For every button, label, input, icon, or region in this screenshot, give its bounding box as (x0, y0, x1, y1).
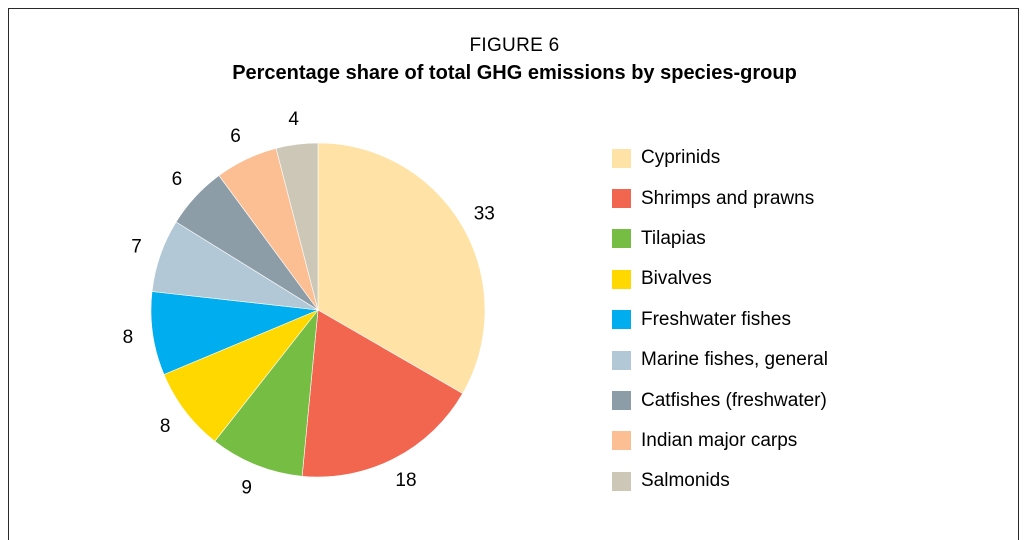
data-label-salmonids: 4 (288, 109, 299, 130)
legend-item-catfishes-freshwater: Catfishes (freshwater) (612, 380, 828, 420)
legend-label: Catfishes (freshwater) (641, 389, 827, 411)
slice-tilapias (214, 309, 319, 477)
figure-frame (8, 8, 1019, 540)
slice-shrimps-and-prawns (301, 309, 464, 478)
legend-item-cyprinids: Cyprinids (612, 138, 828, 178)
legend-item-marine-fishes-general: Marine fishes, general (612, 340, 828, 380)
data-label-cyprinids: 33 (474, 204, 495, 225)
slice-cyprinids (317, 142, 486, 394)
legend-swatch (612, 350, 631, 370)
legend-label: Shrimps and prawns (641, 187, 815, 209)
legend-item-freshwater-fishes: Freshwater fishes (612, 300, 828, 340)
legend-swatch (612, 269, 631, 289)
legend-item-tilapias: Tilapias (612, 219, 828, 259)
legend-item-shrimps-and-prawns: Shrimps and prawns (612, 178, 828, 218)
data-label-tilapias: 9 (241, 478, 252, 499)
data-label-catfishes-freshwater: 6 (172, 169, 183, 190)
pie-data-labels: 33 18 9 8 8 7 6 6 4 (123, 109, 495, 499)
legend-item-salmonids: Salmonids (612, 461, 828, 501)
data-label-indian-major-carps: 6 (230, 126, 241, 147)
pie-slices (150, 142, 486, 478)
legend-label: Cyprinids (641, 147, 721, 169)
legend-label: Freshwater fishes (641, 308, 791, 330)
legend-label: Bivalves (641, 268, 712, 290)
legend-label: Indian major carps (641, 429, 798, 451)
legend-swatch (612, 189, 631, 209)
legend-swatch (612, 310, 631, 330)
legend-swatch (612, 391, 631, 411)
legend-label: Salmonids (641, 470, 730, 492)
legend-label: Tilapias (641, 227, 706, 249)
legend-swatch (612, 471, 631, 491)
legend-swatch (612, 229, 631, 249)
data-label-bivalves: 8 (160, 416, 171, 437)
data-label-shrimps-and-prawns: 18 (395, 470, 416, 491)
legend-item-bivalves: Bivalves (612, 259, 828, 299)
legend-label: Marine fishes, general (641, 349, 828, 371)
data-label-freshwater-fishes: 8 (123, 327, 134, 348)
slice-salmonids (275, 142, 319, 311)
data-label-marine-fishes-general: 7 (131, 237, 142, 258)
legend-swatch (612, 431, 631, 451)
legend: Cyprinids Shrimps and prawns Tilapias Bival… (612, 138, 828, 502)
legend-item-indian-major-carps: Indian major carps (612, 421, 828, 461)
legend-swatch (612, 148, 631, 168)
chart-title: Percentage share of total GHG emissions … (232, 62, 797, 84)
figure-label: FIGURE 6 (469, 35, 560, 56)
